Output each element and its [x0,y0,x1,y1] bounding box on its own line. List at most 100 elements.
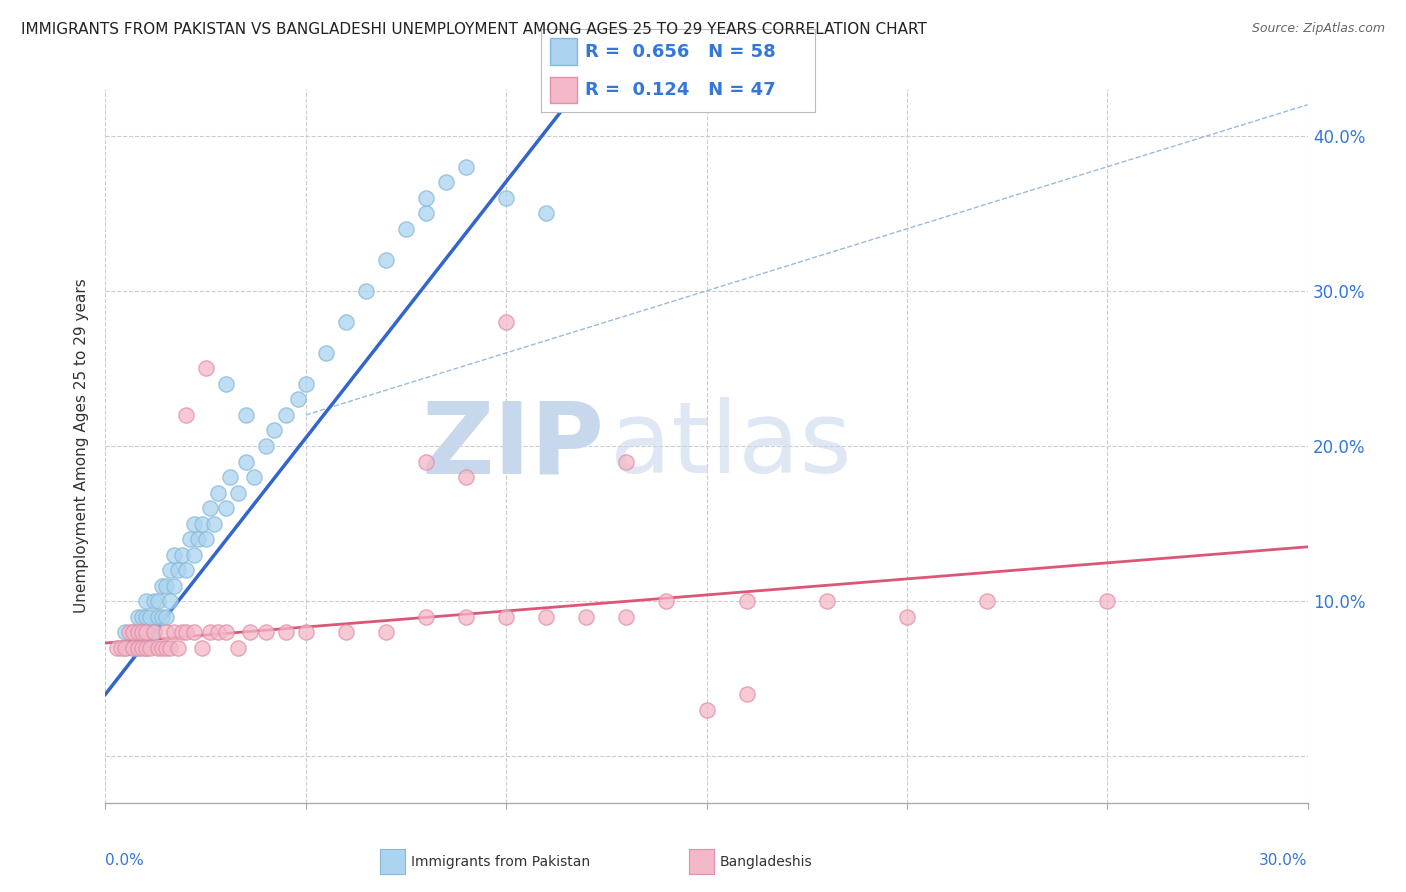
Point [107,640,129,655]
Point [162,579,184,593]
Point [155,625,177,640]
Point [127,640,149,655]
Point [295,376,318,391]
Point [162,625,184,640]
Point [114,640,136,655]
Point [616,609,638,624]
Text: atlas: atlas [610,398,852,494]
Point [194,532,217,546]
Point [166,640,188,655]
Point [207,485,229,500]
Point [110,640,132,655]
Point [896,609,918,624]
Text: 30.0%: 30.0% [1260,854,1308,868]
Point [138,640,160,655]
Point [198,501,221,516]
Text: IMMIGRANTS FROM PAKISTAN VS BANGLADESHI UNEMPLOYMENT AMONG AGES 25 TO 29 YEARS C: IMMIGRANTS FROM PAKISTAN VS BANGLADESHI … [21,22,927,37]
Point [295,625,318,640]
Point [495,315,517,329]
Y-axis label: Unemployment Among Ages 25 to 29 years: Unemployment Among Ages 25 to 29 years [75,278,90,614]
Point [166,563,188,577]
Point [214,376,236,391]
Point [254,439,277,453]
Point [214,625,236,640]
Point [1097,594,1119,608]
Point [190,640,212,655]
Point [534,206,557,220]
Point [815,594,838,608]
Point [135,625,157,640]
Point [454,160,477,174]
Point [179,532,201,546]
Point [274,625,297,640]
Point [170,548,193,562]
Point [194,361,217,376]
Point [616,454,638,468]
Point [335,315,357,329]
Point [495,609,517,624]
Point [127,640,149,655]
Point [135,594,157,608]
Point [142,625,165,640]
Point [976,594,998,608]
Point [131,625,153,640]
Point [170,625,193,640]
Point [127,625,149,640]
Text: ZIP: ZIP [422,398,605,494]
Point [415,609,437,624]
Point [122,625,145,640]
Point [155,579,177,593]
Point [114,640,136,655]
Point [122,640,145,655]
Point [198,625,221,640]
Point [138,625,160,640]
Point [434,175,457,189]
Point [146,640,169,655]
Point [207,625,229,640]
Point [335,625,357,640]
Point [287,392,309,407]
Bar [550,77,576,103]
Point [131,640,153,655]
Point [218,470,240,484]
Point [135,609,157,624]
Point [146,609,169,624]
Point [142,594,165,608]
Point [239,625,262,640]
Point [415,191,437,205]
Point [495,191,517,205]
Point [150,609,173,624]
Point [190,516,212,531]
Text: Immigrants from Pakistan: Immigrants from Pakistan [411,855,589,869]
Point [214,501,236,516]
Point [415,454,437,468]
Point [183,548,205,562]
Point [454,609,477,624]
Point [135,640,157,655]
Point [655,594,678,608]
Point [135,640,157,655]
Text: Bangladeshis: Bangladeshis [720,855,813,869]
Point [534,609,557,624]
Point [127,609,149,624]
Point [155,640,177,655]
Point [131,609,153,624]
Point [135,625,157,640]
Point [118,625,141,640]
Point [374,625,398,640]
Point [254,625,277,640]
Point [131,625,153,640]
Point [235,454,257,468]
Point [150,579,173,593]
Point [122,640,145,655]
Point [183,625,205,640]
Point [226,640,249,655]
Text: Source: ZipAtlas.com: Source: ZipAtlas.com [1251,22,1385,36]
Point [159,640,181,655]
Point [575,609,598,624]
Point [226,485,249,500]
Point [174,408,197,422]
Point [150,640,173,655]
Point [187,532,209,546]
Point [235,408,257,422]
